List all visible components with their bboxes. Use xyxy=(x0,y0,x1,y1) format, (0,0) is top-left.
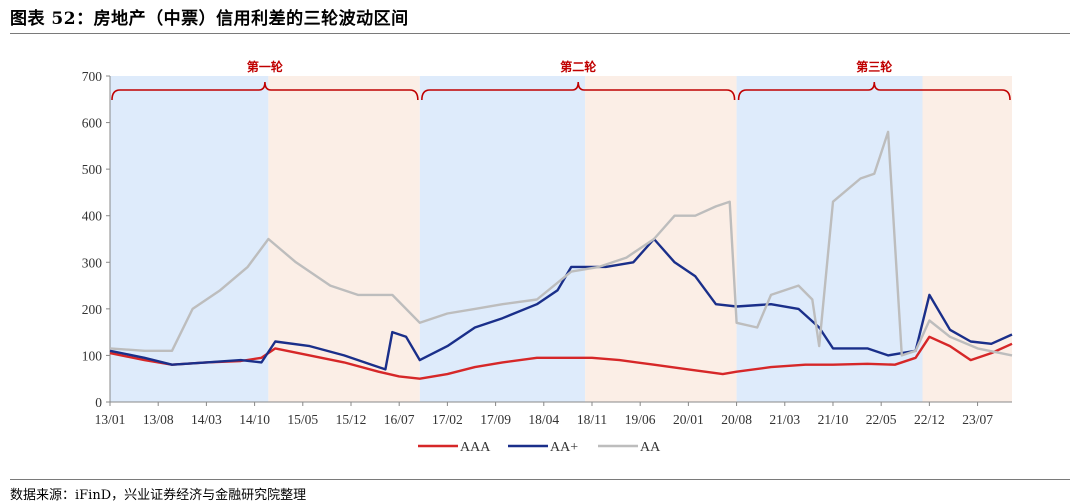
x-tick-label: 20/08 xyxy=(721,412,752,427)
credit-spread-chart: 0 100 200 300 400 500 600 700 13/01 13/08 14/03 14/… xyxy=(82,59,1013,455)
legend-label: AAA xyxy=(460,440,491,455)
phase-brackets: 第一轮 第二轮 第三轮 xyxy=(111,59,1011,101)
x-tick-label: 21/03 xyxy=(769,412,800,427)
x-tick-label: 13/08 xyxy=(143,412,174,427)
x-tick-label: 22/05 xyxy=(866,412,897,427)
x-tick-label: 14/03 xyxy=(191,412,222,427)
y-tick-label: 200 xyxy=(82,302,103,317)
series-line-aa-plus xyxy=(109,237,1013,371)
source-rule xyxy=(10,479,1070,480)
shaded-region-2 xyxy=(268,76,420,402)
legend: AAA AA+ AA xyxy=(418,440,661,455)
x-tick-label: 15/12 xyxy=(336,412,367,427)
phase-label-3: 第三轮 xyxy=(856,59,893,74)
phase-shading xyxy=(110,76,1012,402)
source-note: 数据来源：iFinD，兴业证券经济与金融研究院整理 xyxy=(10,488,307,503)
shaded-region-6 xyxy=(922,76,1012,402)
title-rule xyxy=(10,33,1070,34)
y-tick-label: 700 xyxy=(82,69,103,84)
y-tick-label: 600 xyxy=(82,116,103,131)
y-tick-label: 500 xyxy=(82,162,103,177)
phase-label-1: 第一轮 xyxy=(247,59,284,74)
x-tick-label: 14/10 xyxy=(239,412,270,427)
x-tick-label: 23/07 xyxy=(962,412,993,427)
x-tick-label: 19/06 xyxy=(625,412,656,427)
x-tick-label: 22/12 xyxy=(914,412,945,427)
y-tick-label: 0 xyxy=(95,395,102,410)
x-tick-label: 20/01 xyxy=(673,412,704,427)
x-tick-label: 18/11 xyxy=(577,412,607,427)
legend-label: AA+ xyxy=(550,440,578,455)
phase-bracket-1 xyxy=(111,81,419,101)
series-line-aa xyxy=(109,130,1013,357)
phase-bracket-3 xyxy=(737,81,1011,101)
shaded-region-1 xyxy=(110,76,269,402)
x-tick-label: 17/09 xyxy=(480,412,511,427)
phase-label-2: 第二轮 xyxy=(560,59,597,74)
shaded-region-4 xyxy=(585,76,737,402)
legend-label: AA xyxy=(640,440,661,455)
phase-bracket-2 xyxy=(421,81,736,101)
y-tick-label: 400 xyxy=(82,209,103,224)
x-tick-label: 13/01 xyxy=(95,412,126,427)
y-tick-label: 100 xyxy=(82,348,103,363)
x-tick-label: 17/02 xyxy=(432,412,463,427)
y-tick-label: 300 xyxy=(82,255,103,270)
x-tick-label: 16/07 xyxy=(384,412,415,427)
x-tick-label: 21/10 xyxy=(818,412,849,427)
axes: 0 100 200 300 400 500 600 700 13/01 13/08 14/03 14/… xyxy=(82,69,1012,427)
x-tick-label: 15/05 xyxy=(287,412,318,427)
shaded-region-3 xyxy=(419,76,586,402)
figure-title: 图表 52：房地产（中票）信用利差的三轮波动区间 xyxy=(10,9,409,29)
series-lines xyxy=(109,130,1013,380)
x-tick-label: 18/04 xyxy=(528,412,559,427)
